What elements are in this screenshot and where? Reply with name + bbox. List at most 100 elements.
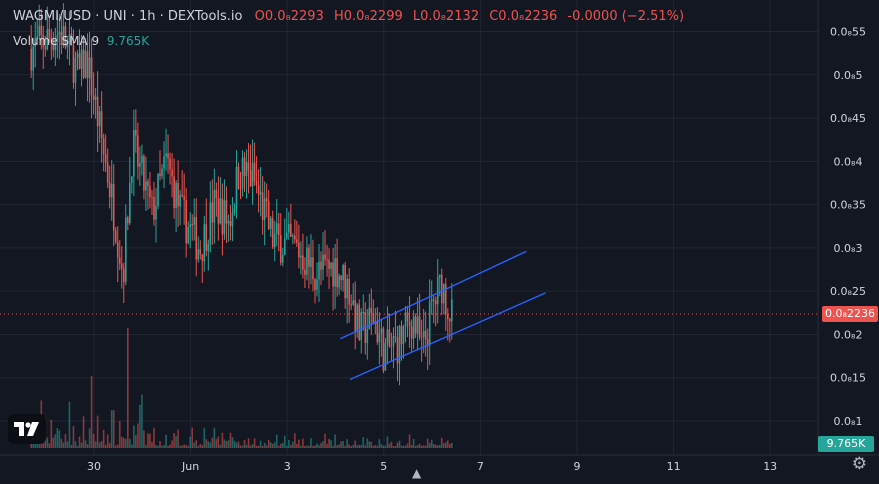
y-tick-label: 0.0₈55 bbox=[830, 26, 866, 39]
volume-bar bbox=[185, 444, 187, 448]
x-tick-label: 3 bbox=[284, 460, 291, 473]
legend-change: -0.0000 (−2.51%) bbox=[567, 9, 685, 24]
volume-bar bbox=[422, 445, 425, 448]
tradingview-logo-icon[interactable] bbox=[8, 414, 46, 444]
candle-body bbox=[273, 234, 276, 248]
volume-bar bbox=[219, 444, 222, 448]
volume-bar bbox=[271, 443, 274, 448]
candle-body bbox=[221, 198, 224, 235]
volume-bar bbox=[114, 445, 117, 448]
candle-body bbox=[334, 258, 336, 287]
candle-body bbox=[98, 111, 101, 127]
volume-bar bbox=[436, 445, 439, 448]
candle-body bbox=[72, 45, 75, 83]
candle-body bbox=[336, 258, 338, 288]
volume-bar bbox=[86, 444, 89, 448]
candle-body bbox=[277, 223, 280, 235]
candle-body bbox=[267, 201, 270, 229]
volume-bar bbox=[163, 444, 165, 448]
candle-body bbox=[183, 196, 185, 200]
candle-body bbox=[44, 47, 47, 50]
volume-bar bbox=[374, 444, 377, 448]
candle-body bbox=[249, 170, 252, 187]
volume-bar bbox=[364, 445, 367, 448]
candle-body bbox=[243, 157, 246, 177]
symbol-title[interactable]: WAGMI/USD · UNI · 1h · DEXTools.io bbox=[13, 9, 243, 24]
candle-body bbox=[304, 269, 306, 275]
volume-bar bbox=[298, 439, 300, 448]
candle-body bbox=[314, 279, 316, 291]
volume-bar bbox=[131, 444, 133, 448]
volume-bar bbox=[281, 442, 284, 448]
volume-bar bbox=[189, 436, 191, 448]
candle-body bbox=[56, 35, 59, 42]
volume-bar bbox=[440, 437, 443, 448]
volume-bar bbox=[175, 435, 177, 448]
candle-body bbox=[418, 316, 421, 337]
volume-bar bbox=[446, 440, 449, 448]
volume-bar bbox=[267, 439, 270, 448]
time-axis[interactable]: 30 Jun 3 5 7 9 11 13 bbox=[87, 460, 777, 473]
volume-bar bbox=[277, 445, 280, 448]
volume-bar bbox=[290, 445, 292, 448]
volume-bar bbox=[227, 440, 230, 448]
volume-bar bbox=[94, 441, 97, 448]
candle-body bbox=[406, 312, 409, 322]
candle-body bbox=[310, 257, 312, 267]
candle-body bbox=[410, 326, 413, 339]
candle-body bbox=[131, 176, 133, 183]
candle-body bbox=[141, 156, 143, 163]
volume-bar bbox=[82, 416, 85, 448]
candle-body bbox=[100, 111, 103, 139]
candle-body bbox=[40, 25, 43, 35]
channel-trend-line[interactable] bbox=[349, 292, 546, 381]
candle-body bbox=[66, 42, 69, 48]
candle-body bbox=[288, 224, 290, 233]
candle-body bbox=[422, 330, 425, 338]
volume-bar bbox=[124, 439, 127, 448]
channel-trend-line[interactable] bbox=[340, 250, 527, 340]
gear-icon[interactable]: ⚙ bbox=[851, 454, 867, 474]
candle-body bbox=[368, 307, 371, 330]
overlays bbox=[0, 250, 818, 381]
candle-body bbox=[127, 217, 129, 224]
candle-body bbox=[171, 169, 173, 177]
volume-bar bbox=[58, 430, 61, 448]
candle-body bbox=[177, 182, 179, 207]
candle-body bbox=[247, 162, 250, 171]
volume-bar bbox=[288, 439, 290, 448]
volume-bar bbox=[201, 445, 204, 448]
volume-bar bbox=[205, 439, 208, 448]
candle-body bbox=[350, 304, 352, 306]
volume-bar bbox=[430, 439, 433, 448]
candle-body bbox=[251, 162, 254, 187]
y-tick-label: 0.0₈25 bbox=[830, 285, 866, 298]
candle-body bbox=[348, 279, 350, 305]
arrow-up-icon[interactable]: ▲ bbox=[412, 466, 422, 480]
candle-body bbox=[179, 194, 181, 207]
price-axis[interactable]: 0.0₈55 0.0₈5 0.0₈45 0.0₈4 0.0₈35 0.0₈3 0.0₈25 0… bbox=[830, 26, 866, 428]
candle-body bbox=[296, 239, 298, 243]
volume-bar bbox=[300, 445, 302, 448]
candle-body bbox=[408, 321, 411, 327]
candle-body bbox=[312, 257, 314, 280]
volume-legend-label[interactable]: Volume SMA 9 bbox=[13, 34, 100, 48]
volume-bar bbox=[386, 436, 389, 448]
volume-bar bbox=[316, 443, 318, 448]
tradingview-logo-shape bbox=[14, 422, 39, 436]
volume-bar bbox=[434, 444, 437, 448]
candle-body bbox=[139, 162, 141, 167]
candle-body bbox=[155, 205, 157, 220]
volume-bar bbox=[396, 442, 399, 448]
candle-body bbox=[241, 157, 244, 189]
candle-body bbox=[122, 268, 125, 283]
volume-bar bbox=[42, 443, 45, 448]
volume-bar bbox=[442, 443, 445, 448]
candle-body bbox=[32, 46, 35, 71]
volume-bar bbox=[404, 445, 407, 448]
volume-bar bbox=[56, 427, 59, 448]
candle-body bbox=[145, 181, 147, 191]
candle-body bbox=[269, 218, 272, 229]
